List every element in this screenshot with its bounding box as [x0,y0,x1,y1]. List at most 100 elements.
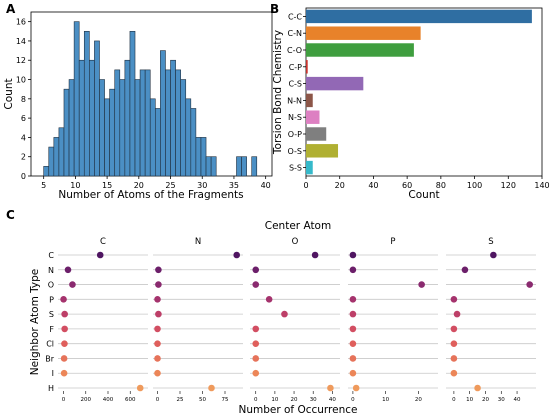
x-tick-label: 50 [199,397,206,403]
histogram-bar [129,30,136,177]
occurrence-dot [252,340,260,347]
x-tick-label: 200 [81,397,92,403]
occurrence-dot [155,281,162,288]
torsion-bar [306,60,308,74]
torsion-bar [306,43,414,57]
category-label: C-P [289,63,302,72]
histogram-bar [94,40,100,177]
row-label: P [49,295,54,304]
occurrence-dot [60,296,67,303]
dot-subplot: C 0 200 400 600 [58,237,148,403]
histogram-bar [83,30,90,177]
occurrence-dot [349,266,357,274]
row-label: S [49,310,54,319]
x-tick-label: 80 [436,181,446,190]
histogram-bar [48,146,55,177]
category-label: C-O [287,46,302,55]
row-label: H [48,384,54,393]
x-tick-label: 40 [514,397,521,403]
histogram-bar [53,137,60,177]
panel-b-bars [306,9,532,175]
occurrence-dot [155,310,162,318]
subplot-title: N [195,237,201,247]
occurrence-dot [154,325,161,333]
histogram-bar [200,137,207,177]
y-tick-label: 10 [16,76,26,85]
histogram-bar [210,156,217,177]
x-tick-label: 0 [254,397,258,403]
dot-subplot: P 0 10 20 [348,237,438,403]
occurrence-dot [208,384,215,392]
occurrence-dot [474,384,481,392]
subplot-title: P [390,237,395,247]
occurrence-dot [349,369,357,377]
panel-c-label: C [6,208,15,222]
occurrence-dot [349,355,357,362]
panel-b-plot-area [305,7,543,177]
subplot-title: S [488,237,493,247]
torsion-bar [306,93,313,108]
y-tick-label: 12 [16,56,26,65]
histogram-bar [205,156,212,177]
histogram-bar [144,69,151,177]
panel-a-y-ticks: 0 2 4 6 8 10 12 14 16 [16,18,31,181]
histogram-bar [175,69,181,177]
occurrence-dot [450,325,458,333]
x-tick-label: 0 [351,397,355,403]
category-label: S-S [289,164,302,173]
x-tick-label: 0 [452,397,456,403]
histogram-bar [99,79,105,177]
row-label: Br [45,354,54,363]
x-tick-label: 10 [466,397,473,403]
panel-c-y-axis-label: Neighbor Atom Type [29,269,41,376]
panel-a-label: A [6,2,16,16]
occurrence-dot [252,355,260,362]
histogram-bar [114,69,121,177]
histogram-bar [63,88,70,177]
panel-c-subplots: C 0 200 400 600 N 0 25 50 75 O 0 10 20 30 40 P 0 10 20 S 0 10 2… [58,237,536,403]
histogram-bar [78,59,85,177]
histogram-bar [160,50,166,177]
histogram-bar [43,166,50,177]
histogram-bar [149,98,156,177]
occurrence-dot [461,266,469,274]
subplot-title: C [100,237,106,247]
occurrence-dot [61,325,68,333]
occurrence-dot [61,340,68,347]
occurrence-dot [453,310,461,318]
x-tick-label: 100 [467,181,482,190]
panel-b-chart: C-C C-N C-O C-P C-S N-N N-S O-P O-S S-S 0 20 40 60 80… [272,7,550,201]
occurrence-dot [349,310,357,318]
histogram-bar [180,79,187,177]
x-tick-label: 20 [482,397,489,403]
x-tick-label: 0 [62,397,66,403]
x-tick-label: 35 [229,181,239,190]
occurrence-dot [252,325,260,333]
torsion-bar [306,76,364,91]
occurrence-dot [352,384,360,392]
histogram-bar [134,79,141,177]
dot-subplot: N 0 25 50 75 [153,237,243,403]
occurrence-dot [60,355,68,362]
x-tick-label: 10 [271,397,278,403]
x-tick-label: 10 [382,397,389,403]
x-tick-label: 120 [501,181,516,190]
row-label: Cl [46,340,54,349]
x-tick-label: 20 [134,181,144,190]
histogram-bar [68,79,75,177]
category-label: C-N [288,29,302,38]
histogram-bar [109,88,116,177]
occurrence-dot [349,340,357,347]
histogram-bar [170,59,176,177]
category-label: N-N [287,96,302,105]
histogram-bar [190,108,197,177]
panel-a-chart: 5 10 15 20 25 30 35 40 0 2 4 6 8 10 12 14 16 Number of … [3,11,273,201]
dot-subplot: O 0 10 20 30 40 [250,237,340,403]
torsion-bar [306,9,532,24]
occurrence-dot [154,369,161,377]
x-tick-label: 60 [402,181,412,190]
histogram-bar [58,127,65,177]
y-tick-label: 6 [21,114,26,123]
